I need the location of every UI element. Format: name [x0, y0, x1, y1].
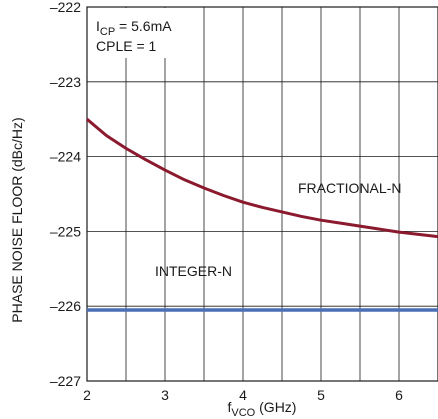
series-group — [86, 118, 438, 312]
x-tick-label: 2 — [83, 387, 91, 403]
y-tick-label: –225 — [50, 223, 81, 239]
series-label-fractional-n: FRACTIONAL-N — [298, 180, 401, 196]
x-tick-label: 6 — [395, 387, 403, 403]
annotation-cple: CPLE = 1 — [96, 38, 157, 54]
series-label-integer-n: INTEGER-N — [155, 263, 232, 279]
plot-frame — [86, 6, 438, 382]
x-axis-label-main: f — [228, 399, 232, 415]
x-tick-label: 4 — [239, 387, 247, 403]
annotation-icp-main: I — [96, 18, 100, 34]
x-tick-label: 3 — [161, 387, 169, 403]
x-tick-label: 5 — [317, 387, 325, 403]
series-line-fractional-n — [86, 118, 438, 239]
annotation-icp-rest: = 5.6mA — [115, 18, 172, 34]
tick-labels: 2 3 4 5 6 –222 –223 –224 –225 –226 –227 — [50, 0, 403, 403]
y-tick-label: –227 — [50, 373, 81, 389]
y-tick-label: –222 — [50, 0, 81, 15]
annotation-background — [88, 8, 178, 58]
y-tick-label: –224 — [50, 149, 81, 165]
x-axis-label-rest: (GHz) — [255, 399, 296, 415]
y-tick-label: –226 — [50, 298, 81, 314]
grid — [87, 7, 438, 381]
annotation-icp: ICP = 5.6mA — [96, 18, 172, 38]
x-axis-label-sub: VCO — [231, 407, 255, 419]
y-axis-label: PHASE NOISE FLOOR (dBc/Hz) — [9, 117, 25, 322]
x-axis-label: fVCO (GHz) — [228, 399, 297, 419]
annotation-icp-sub: CP — [100, 26, 115, 38]
y-tick-label: –223 — [50, 74, 81, 90]
